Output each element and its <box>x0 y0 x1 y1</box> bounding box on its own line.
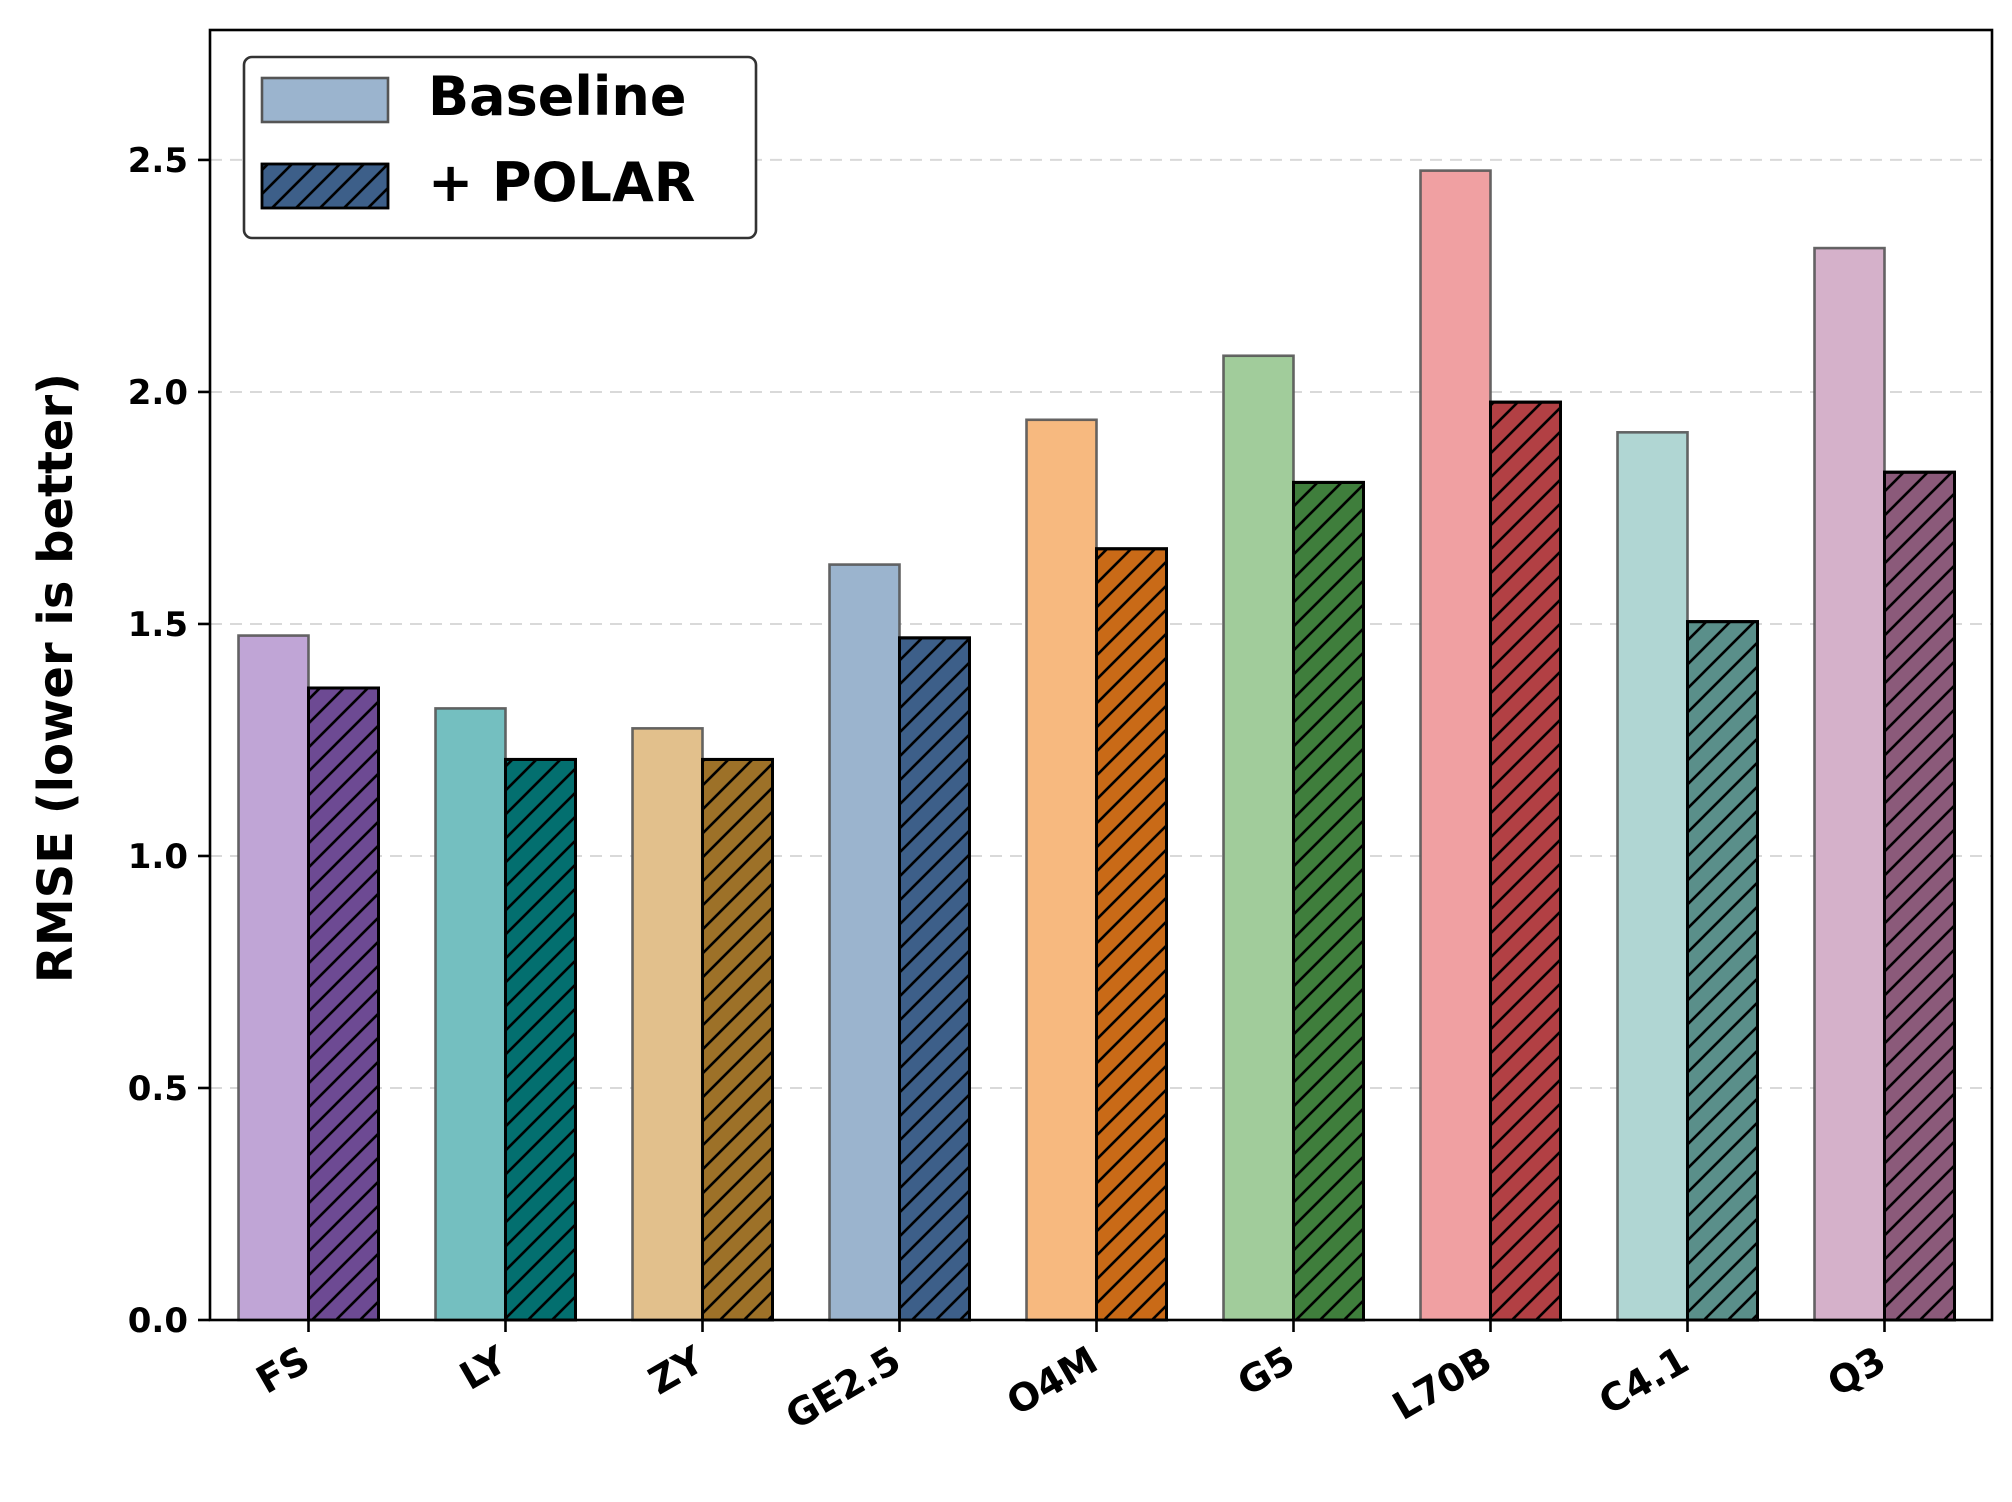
y-tick-label: 2.5 <box>128 141 188 181</box>
x-tick-label: FS <box>249 1338 317 1403</box>
x-tick-label: L70B <box>1385 1338 1499 1429</box>
y-tick-label: 2.0 <box>128 373 188 413</box>
x-tick-label: GE2.5 <box>778 1338 908 1438</box>
legend-swatch-hatch <box>260 162 390 210</box>
bar-baseline <box>1222 354 1295 1322</box>
bar-baseline <box>1813 246 1886 1322</box>
bar-baseline <box>237 634 310 1322</box>
x-tick-label: G5 <box>1230 1338 1302 1405</box>
legend-label: Baseline <box>428 65 686 128</box>
bar-baseline <box>1419 169 1492 1322</box>
bar-baseline <box>828 563 901 1322</box>
bar-polar-hatch <box>1489 400 1562 1322</box>
y-tick-label: 0.5 <box>128 1069 188 1109</box>
x-tick-label: LY <box>452 1337 514 1398</box>
plot-frame <box>208 28 1994 1322</box>
bar-polar-hatch <box>1883 470 1956 1322</box>
bar-polar-hatch <box>701 757 774 1322</box>
y-tick-label: 1.5 <box>128 605 188 645</box>
x-tick-label: O4M <box>999 1338 1105 1424</box>
legend-label: + POLAR <box>428 151 695 214</box>
bar-polar-hatch <box>307 686 380 1322</box>
bar-polar-hatch <box>1095 547 1168 1322</box>
bar-polar-hatch <box>898 636 971 1322</box>
x-tick-label: C4.1 <box>1592 1338 1696 1424</box>
bar-polar-hatch <box>504 757 577 1322</box>
bar-baseline <box>631 727 704 1322</box>
bar-polar-hatch <box>1686 620 1759 1322</box>
x-tick-label: ZY <box>641 1337 711 1403</box>
bar-baseline <box>1616 431 1689 1322</box>
bar-baseline <box>434 707 507 1322</box>
y-tick-label: 1.0 <box>128 837 188 877</box>
y-axis-label: RMSE (lower is better) <box>28 373 84 983</box>
legend: Baseline + POLAR <box>242 55 758 240</box>
bar-baseline <box>1025 418 1098 1322</box>
legend-swatch <box>260 76 390 124</box>
bars <box>237 169 1956 1322</box>
y-tick-label: 0.0 <box>128 1301 188 1341</box>
bar-polar-hatch <box>1292 480 1365 1322</box>
x-tick-label: Q3 <box>1820 1338 1893 1405</box>
